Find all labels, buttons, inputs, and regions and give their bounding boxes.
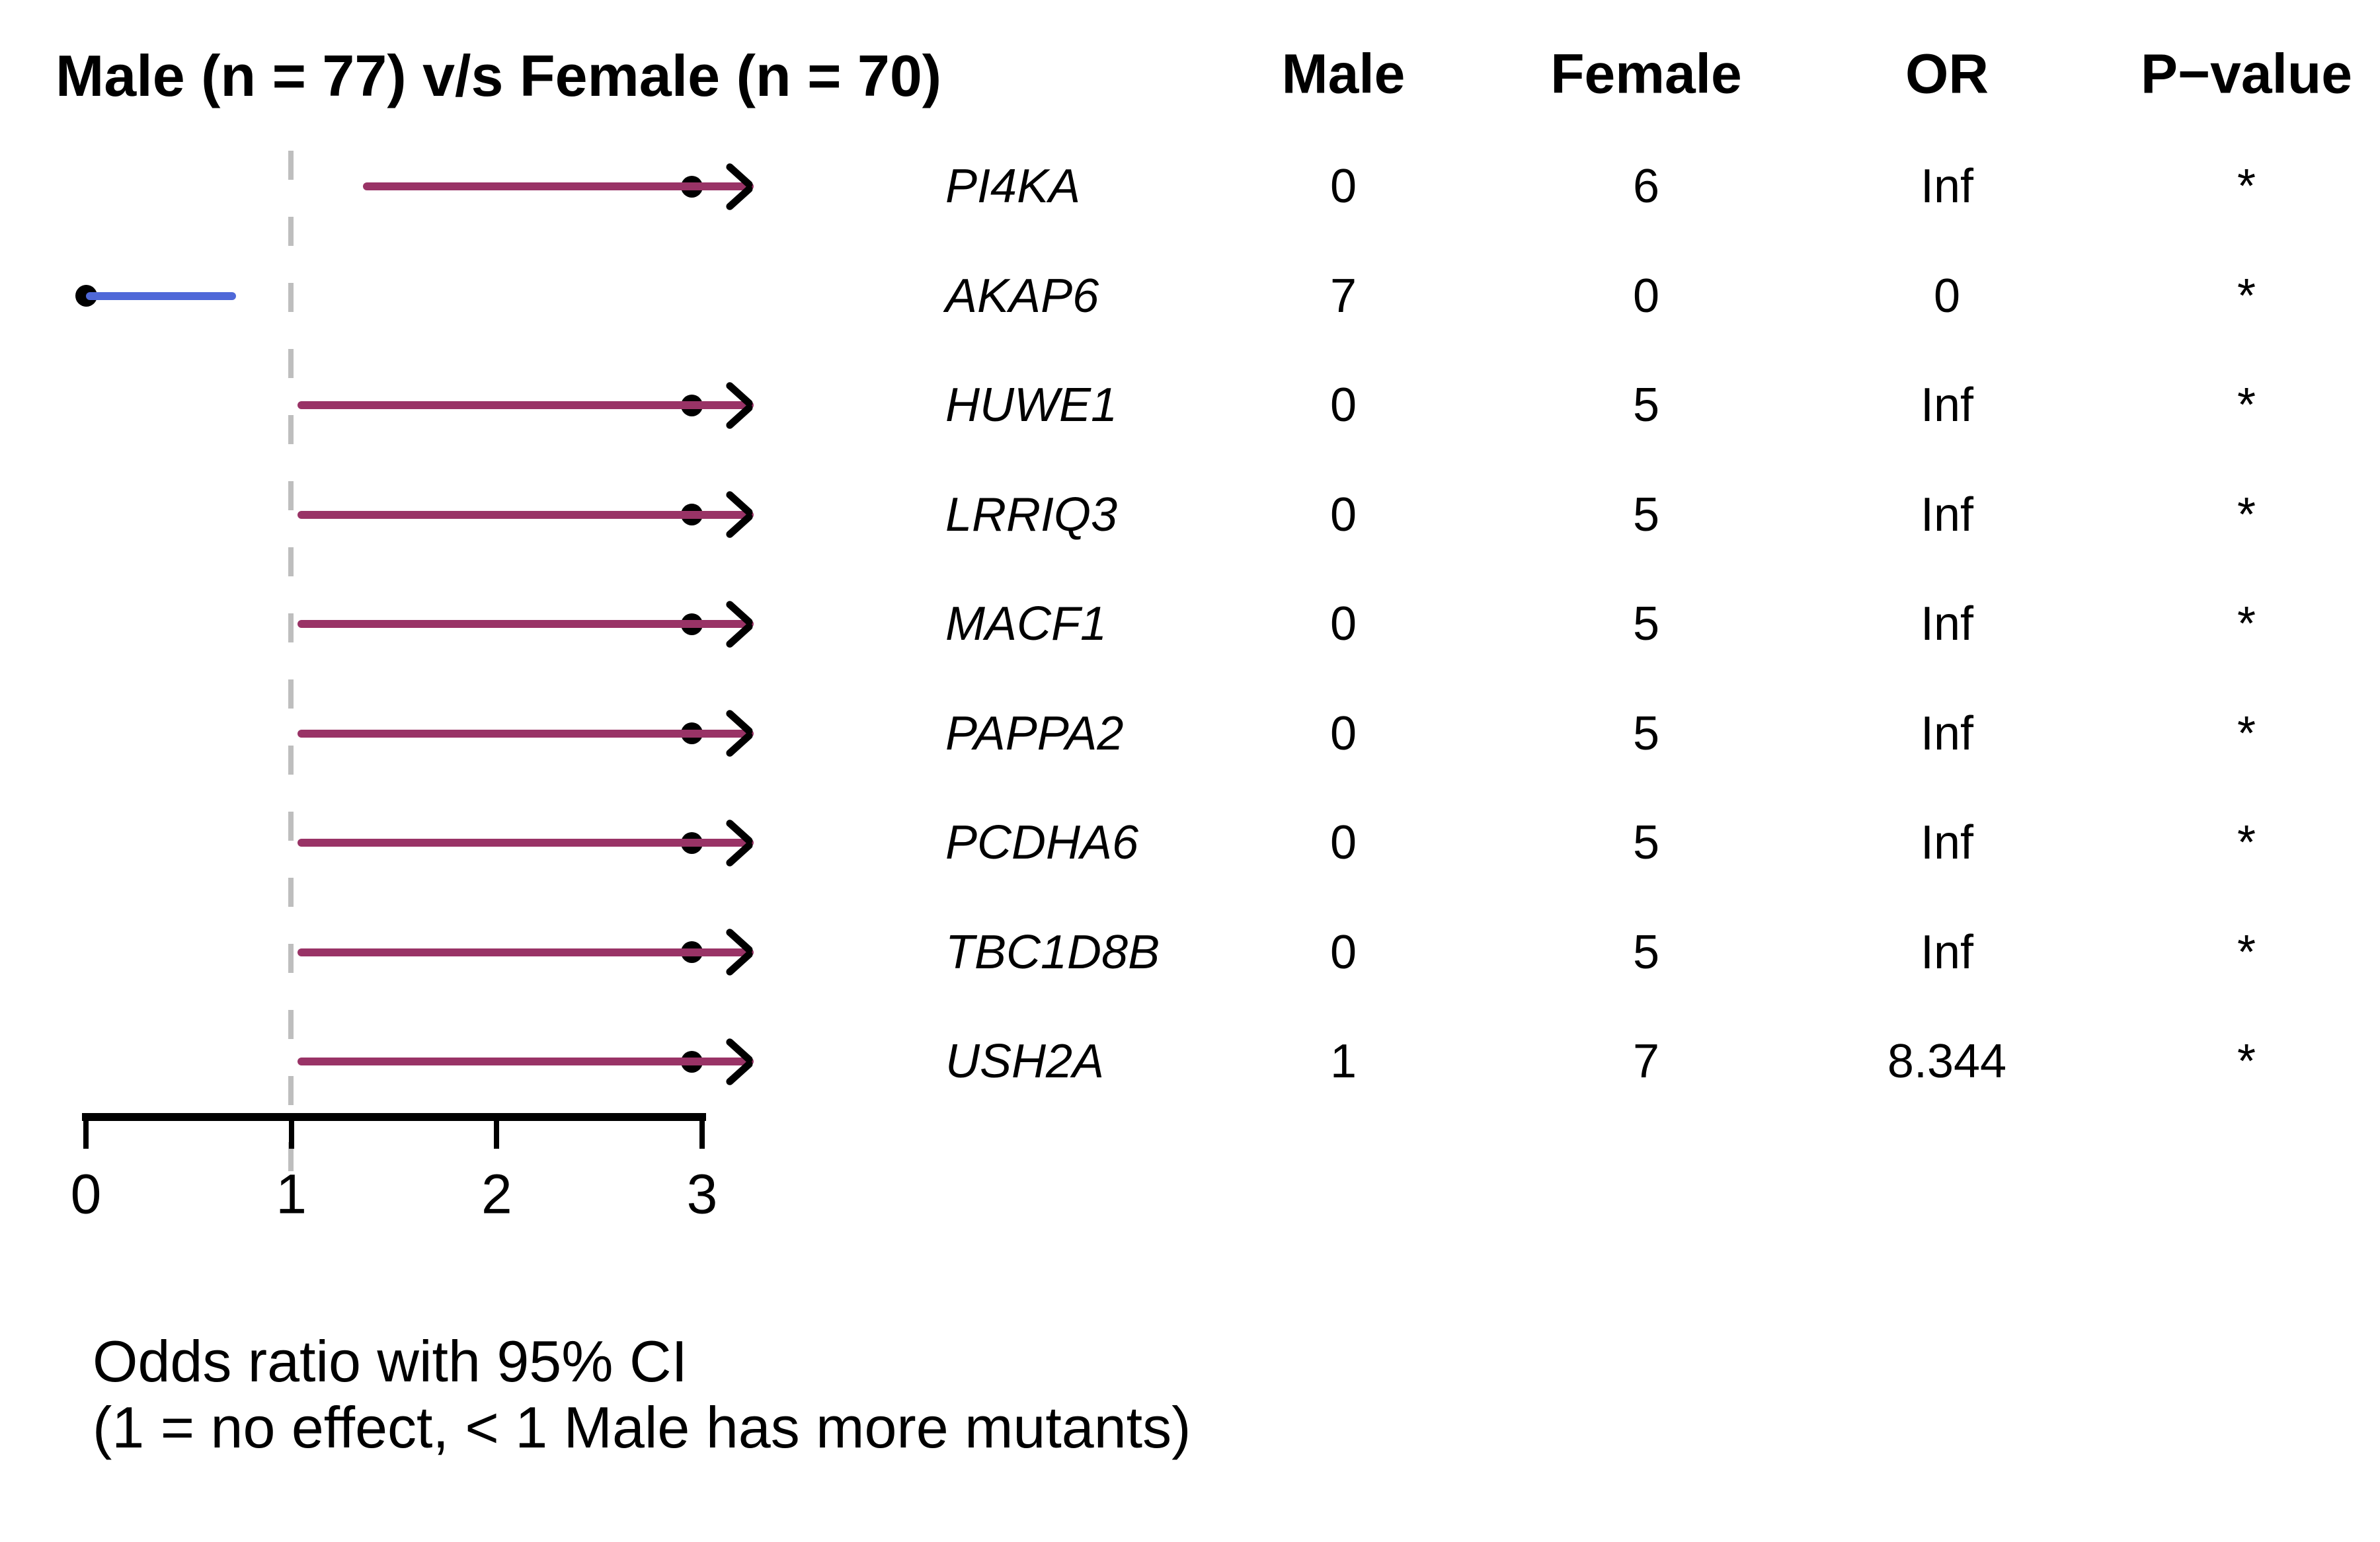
arrow-right-icon bbox=[719, 925, 754, 980]
pvalue-cell: * bbox=[2237, 379, 2256, 432]
arrow-right-icon bbox=[719, 159, 754, 214]
gene-label: TBC1D8B bbox=[945, 925, 1160, 979]
female-count-cell: 0 bbox=[1632, 269, 1660, 323]
pvalue-cell: * bbox=[2237, 488, 2256, 541]
ci-line bbox=[297, 839, 754, 847]
arrow-right-icon bbox=[719, 487, 754, 543]
male-count-cell: 0 bbox=[1329, 160, 1357, 213]
caption: Odds ratio with 95% CI (1 = no effect, <… bbox=[93, 1329, 1191, 1461]
female-count-cell: 5 bbox=[1632, 925, 1660, 979]
male-count-cell: 7 bbox=[1329, 269, 1357, 323]
gene-label: AKAP6 bbox=[945, 269, 1099, 323]
odds-ratio-cell: Inf bbox=[1920, 707, 1974, 760]
odds-ratio-cell: Inf bbox=[1920, 379, 1974, 432]
x-axis-tick-label: 2 bbox=[481, 1163, 512, 1225]
ci-line bbox=[363, 182, 754, 190]
pvalue-cell: * bbox=[2237, 269, 2256, 323]
odds-ratio-cell: Inf bbox=[1920, 925, 1974, 979]
female-count-cell: 5 bbox=[1632, 816, 1660, 869]
ci-line bbox=[297, 948, 754, 956]
arrow-arm-lower bbox=[725, 1036, 754, 1065]
female-count-cell: 5 bbox=[1632, 707, 1660, 760]
ci-line bbox=[297, 729, 754, 738]
arrow-right-icon bbox=[719, 706, 754, 761]
female-count-cell: 5 bbox=[1632, 379, 1660, 432]
arrow-arm-lower bbox=[725, 161, 754, 190]
odds-ratio-cell: Inf bbox=[1920, 816, 1974, 869]
arrow-right-icon bbox=[719, 377, 754, 433]
arrow-arm-upper bbox=[725, 949, 754, 978]
gene-label: LRRIQ3 bbox=[945, 488, 1118, 541]
x-axis-tick-label: 1 bbox=[276, 1163, 307, 1225]
female-count-cell: 5 bbox=[1632, 488, 1660, 541]
female-count-cell: 6 bbox=[1632, 160, 1660, 213]
male-count-cell: 0 bbox=[1329, 598, 1357, 650]
odds-ratio-cell: 8.344 bbox=[1887, 1035, 2007, 1088]
gene-label: PCDHA6 bbox=[945, 816, 1139, 869]
column-header-or: OR bbox=[1905, 42, 1989, 105]
odds-ratio-cell: 0 bbox=[1933, 269, 1961, 323]
pvalue-cell: * bbox=[2237, 816, 2256, 869]
male-count-cell: 0 bbox=[1329, 707, 1357, 760]
male-count-cell: 0 bbox=[1329, 816, 1357, 869]
male-count-cell: 0 bbox=[1329, 379, 1357, 432]
arrow-arm-upper bbox=[725, 730, 754, 759]
pvalue-cell: * bbox=[2237, 160, 2256, 213]
arrow-right-icon bbox=[719, 596, 754, 652]
ci-line bbox=[297, 510, 754, 519]
gene-label: USH2A bbox=[945, 1035, 1105, 1088]
female-count-cell: 7 bbox=[1632, 1035, 1660, 1088]
x-axis-line bbox=[82, 1113, 706, 1121]
x-axis-tick bbox=[288, 1118, 294, 1149]
x-axis-tick bbox=[494, 1118, 500, 1149]
arrow-arm-upper bbox=[725, 512, 754, 540]
pvalue-cell: * bbox=[2237, 1035, 2256, 1088]
arrow-right-icon bbox=[719, 1034, 754, 1089]
ci-line bbox=[297, 401, 754, 409]
gene-label: MACF1 bbox=[945, 598, 1107, 650]
gene-label: HUWE1 bbox=[945, 379, 1118, 432]
female-count-cell: 5 bbox=[1632, 598, 1660, 650]
column-header-male: Male bbox=[1281, 42, 1406, 105]
reference-dashed-line bbox=[288, 151, 294, 1173]
arrow-right-icon bbox=[719, 815, 754, 870]
column-header-pvalue: P−value bbox=[2141, 42, 2352, 105]
caption-line-1: Odds ratio with 95% CI bbox=[93, 1329, 688, 1394]
arrow-arm-lower bbox=[725, 927, 754, 955]
x-axis-tick-label: 3 bbox=[686, 1163, 718, 1225]
caption-line-2: (1 = no effect, < 1 Male has more mutant… bbox=[93, 1395, 1191, 1460]
arrow-arm-lower bbox=[725, 380, 754, 408]
pvalue-cell: * bbox=[2237, 707, 2256, 760]
plot-title: Male (n = 77) v/s Female (n = 70) bbox=[56, 43, 942, 108]
gene-label: PI4KA bbox=[945, 160, 1081, 213]
ci-line bbox=[297, 620, 754, 628]
arrow-arm-lower bbox=[725, 489, 754, 518]
x-axis-tick-label: 0 bbox=[70, 1163, 102, 1225]
odds-ratio-cell: Inf bbox=[1920, 488, 1974, 541]
ci-line bbox=[86, 291, 236, 300]
ci-line bbox=[297, 1058, 754, 1065]
male-count-cell: 0 bbox=[1329, 925, 1357, 979]
column-header-female: Female bbox=[1550, 42, 1742, 105]
gene-label: PAPPA2 bbox=[945, 707, 1124, 760]
x-axis-tick bbox=[83, 1118, 89, 1149]
arrow-arm-lower bbox=[725, 599, 754, 627]
odds-ratio-cell: Inf bbox=[1920, 598, 1974, 650]
male-count-cell: 0 bbox=[1329, 488, 1357, 541]
arrow-arm-lower bbox=[725, 818, 754, 846]
pvalue-cell: * bbox=[2237, 598, 2256, 650]
male-count-cell: 1 bbox=[1329, 1035, 1357, 1088]
pvalue-cell: * bbox=[2237, 925, 2256, 979]
arrow-arm-lower bbox=[725, 708, 754, 736]
odds-ratio-cell: Inf bbox=[1920, 160, 1974, 213]
x-axis-tick bbox=[699, 1118, 705, 1149]
